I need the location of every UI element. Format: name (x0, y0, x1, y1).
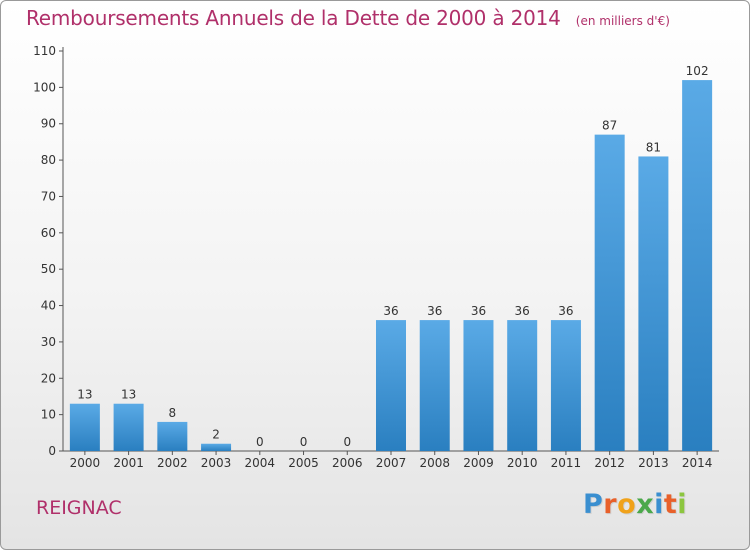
logo-letter: r (603, 489, 618, 520)
bar (638, 156, 669, 452)
bar-value-label: 36 (515, 304, 530, 318)
y-tick-label: 10 (41, 408, 56, 422)
y-tick-label: 30 (41, 335, 56, 349)
x-tick-label: 2005 (288, 456, 319, 470)
y-tick-label: 40 (41, 299, 56, 313)
bar (376, 320, 406, 451)
logo-letter: i (677, 489, 688, 520)
bar-value-label: 8 (169, 406, 177, 420)
y-tick-label: 90 (41, 117, 56, 131)
x-tick-label: 2003 (201, 456, 232, 470)
bar (157, 421, 188, 451)
bar-value-label: 0 (256, 435, 264, 449)
logo-letter: x (636, 489, 655, 520)
bar-value-label: 13 (77, 388, 92, 402)
bar-value-label: 2 (212, 428, 220, 442)
chart-bars (69, 80, 713, 452)
y-tick-label: 100 (33, 80, 56, 94)
logo-letter: t (663, 489, 678, 520)
bar-value-label: 0 (343, 435, 351, 449)
bar (69, 403, 100, 451)
bar-value-label: 87 (602, 119, 617, 133)
x-tick-label: 2006 (332, 456, 363, 470)
bar-value-label: 13 (121, 388, 136, 402)
x-tick-label: 2013 (638, 456, 669, 470)
y-tick-label: 70 (41, 189, 56, 203)
x-tick-label: 2014 (682, 456, 713, 470)
x-tick-label: 2002 (157, 456, 188, 470)
bar (113, 403, 144, 451)
logo-letter: i (654, 489, 664, 520)
commune-name: REIGNAC (36, 497, 122, 519)
title-row: Remboursements Annuels de la Dette de 20… (26, 6, 670, 30)
bar-value-label: 102 (686, 64, 709, 78)
x-tick-label: 2011 (551, 456, 582, 470)
y-tick-label: 0 (48, 444, 56, 458)
y-tick-label: 110 (33, 44, 56, 58)
x-tick-label: 2007 (376, 456, 407, 470)
x-tick-label: 2012 (594, 456, 625, 470)
bar-value-label: 36 (558, 304, 573, 318)
bar (507, 320, 538, 451)
chart-labels: 2000 13 2001 13 2002 8 2003 2 2004 0 2005 0 2006 0 200… (70, 64, 713, 470)
bar (594, 134, 625, 452)
bar (419, 320, 450, 451)
bar (550, 320, 581, 451)
y-tick-label: 80 (41, 153, 56, 167)
logo-letter: o (617, 489, 637, 520)
x-tick-label: 2001 (113, 456, 144, 470)
y-tick-label: 60 (41, 226, 56, 240)
chart-subtitle: (en milliers d'€) (575, 14, 670, 28)
bar-value-label: 36 (427, 304, 442, 318)
bar (682, 80, 713, 451)
bar-value-label: 36 (471, 304, 486, 318)
logo-letter: P (583, 489, 604, 520)
x-tick-label: 2004 (245, 456, 276, 470)
bar-value-label: 36 (383, 304, 398, 318)
x-tick-label: 2000 (70, 456, 101, 470)
bar (201, 443, 232, 451)
bar-value-label: 81 (646, 140, 661, 154)
y-tick-label: 50 (41, 262, 56, 276)
chart-title: Remboursements Annuels de la Dette de 20… (26, 6, 561, 30)
x-tick-label: 2008 (419, 456, 450, 470)
x-tick-label: 2009 (463, 456, 494, 470)
bar-value-label: 0 (300, 435, 308, 449)
x-tick-label: 2010 (507, 456, 538, 470)
y-tick-label: 20 (41, 371, 56, 385)
bar (463, 320, 494, 451)
proxiti-logo: Proxiti (583, 489, 687, 520)
